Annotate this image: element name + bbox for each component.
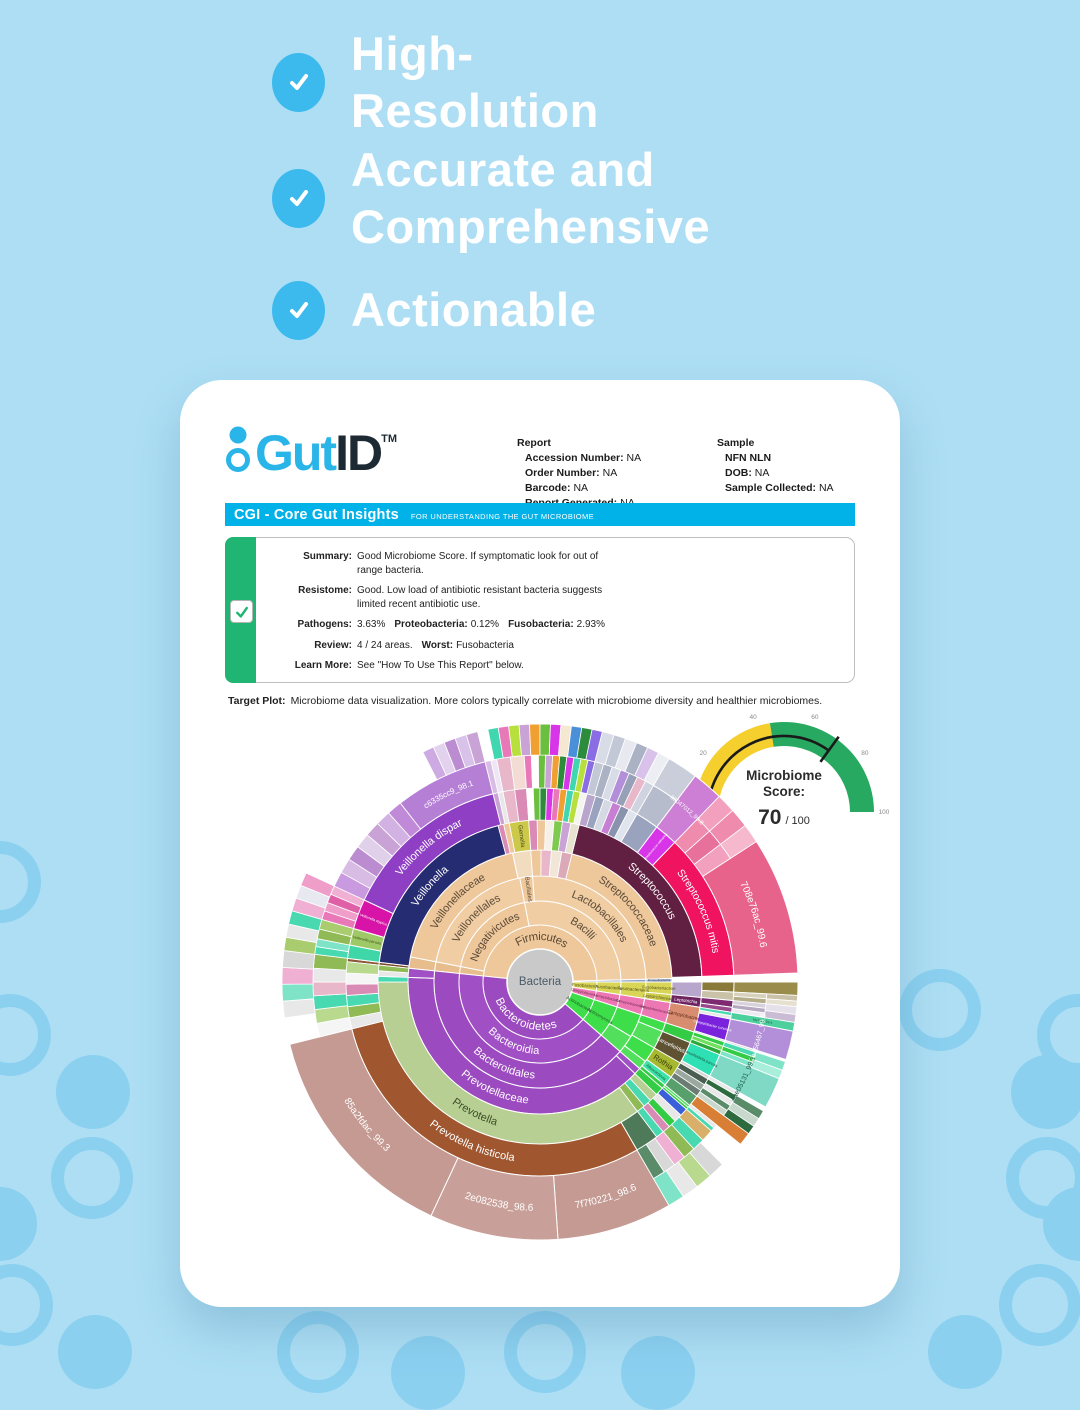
checkmark-icon <box>235 606 248 618</box>
bubble-decoration <box>391 1336 465 1410</box>
svg-text:80: 80 <box>861 750 869 757</box>
bubble-decoration <box>58 1315 132 1389</box>
bubble-decoration <box>621 1336 695 1410</box>
svg-text:Fusobacteriia: Fusobacteriia <box>595 984 623 991</box>
bubble-decoration <box>0 1187 37 1261</box>
report-info-title: Report <box>517 437 551 449</box>
svg-text:40: 40 <box>749 714 757 721</box>
gutid-logo: GutIDTM <box>225 422 397 481</box>
review-row: Review: 4 / 24 areas. Worst: Fusobacteria <box>314 639 514 651</box>
svg-text:70/ 100: 70/ 100 <box>758 806 810 829</box>
learn-more-row: Learn More: See "How To Use This Report" … <box>294 660 524 671</box>
svg-text:20: 20 <box>699 750 707 757</box>
summary-row: Summary: Good Microbiome Score. If sympto… <box>303 551 599 576</box>
report-field: Order Number: NA <box>525 467 618 479</box>
bubble-decoration <box>928 1315 1002 1389</box>
svg-text:100: 100 <box>879 809 890 816</box>
report-info: Report Accession Number: NA Order Number… <box>517 436 641 511</box>
bubble-decoration <box>56 1055 130 1129</box>
pathogens-row: Pathogens: 3.63% Proteobacteria: 0.12% Fusob… <box>297 619 606 630</box>
svg-text:Campylobacterales: Campylobacterales <box>615 998 646 1009</box>
section-banner-title: CGI - Core Gut Insights <box>234 506 399 523</box>
svg-text:Campylobacteria: Campylobacteria <box>594 993 621 1003</box>
svg-text:fde70ef_99.4: fde70ef_99.4 <box>752 1018 772 1025</box>
section-banner: CGI - Core Gut Insights FOR UNDERSTANDIN… <box>225 503 855 526</box>
resistome-row: Resistome: Good. Low load of antibiotic r… <box>298 585 603 610</box>
svg-text:Fusobacteriaceae: Fusobacteriaceae <box>642 984 676 991</box>
gutid-logo-icon <box>226 426 250 472</box>
report-card: GutIDTM Report Accession Number: NA Orde… <box>180 380 900 1307</box>
bubble-decoration <box>277 1311 359 1393</box>
svg-text:Proteobacteria: Proteobacteria <box>648 978 670 982</box>
bubble-decoration <box>899 969 981 1051</box>
bullet-label: Actionable <box>351 283 597 337</box>
bullet-high-resolution: High-Resolution <box>272 27 599 137</box>
section-banner-subtitle: FOR UNDERSTANDING THE GUT MICROBIOME <box>410 511 595 521</box>
report-field: Barcode: NA <box>525 482 589 494</box>
bubble-decoration <box>504 1311 586 1393</box>
bubble-decoration <box>0 1264 53 1346</box>
target-plot-caption: Target Plot: Microbiome data visualizatio… <box>228 695 823 707</box>
summary-rows: Summary: Good Microbiome Score. If sympto… <box>270 550 626 673</box>
sample-name: NFN NLN <box>725 452 772 464</box>
bubble-decoration <box>0 841 41 923</box>
sunburst-chart[interactable]: BacteriaFirmicutesFusobacteriaCampylobac… <box>180 722 900 1282</box>
check-circle-icon <box>272 280 325 340</box>
svg-text:Bacteria: Bacteria <box>519 976 562 988</box>
svg-text:Fusobacteriales: Fusobacteriales <box>617 986 650 994</box>
svg-text:Score:: Score: <box>763 784 805 799</box>
gutid-logo-text: GutIDTM <box>255 425 397 481</box>
svg-text:Campylobacteria: Campylobacteria <box>570 987 597 997</box>
microbiome-score-gauge: 020406080100MicrobiomeScore:70/ 100 <box>682 714 890 829</box>
svg-text:Campylobacteraceae: Campylobacteraceae <box>639 1004 673 1016</box>
sample-field: DOB: NA <box>725 467 770 479</box>
svg-text:Bacillales: Bacillales <box>523 876 532 902</box>
bullet-accurate-comprehensive: Accurate and Comprehensive <box>272 138 710 258</box>
sample-field: Sample Collected: NA <box>725 482 834 494</box>
svg-text:Veillonella parvula: Veillonella parvula <box>352 935 381 946</box>
check-circle-icon <box>272 168 325 228</box>
svg-text:Leptotrichiaceae: Leptotrichiaceae <box>643 993 674 1002</box>
summary-checkbox[interactable] <box>230 600 253 623</box>
bubble-decoration <box>0 994 51 1076</box>
bubble-decoration <box>51 1137 133 1219</box>
report-field: Accession Number: NA <box>525 452 642 464</box>
check-circle-icon <box>272 52 325 112</box>
svg-text:Gemella: Gemella <box>516 825 525 849</box>
summary-box: Summary: Good Microbiome Score. If sympto… <box>225 537 890 829</box>
svg-text:Microbiome: Microbiome <box>746 768 822 783</box>
bullet-label: Accurate and Comprehensive <box>351 142 711 253</box>
bubble-decoration <box>999 1264 1080 1346</box>
sample-info: Sample NFN NLN DOB: NA Sample Collected:… <box>717 436 834 496</box>
bullet-label: High-Resolution <box>351 26 599 137</box>
svg-text:60: 60 <box>811 714 819 721</box>
svg-text:Fusobacteria: Fusobacteria <box>572 982 599 989</box>
sample-info-title: Sample <box>717 437 755 449</box>
bullet-actionable: Actionable <box>272 280 596 340</box>
svg-text:Leptotrichia: Leptotrichia <box>674 997 698 1005</box>
